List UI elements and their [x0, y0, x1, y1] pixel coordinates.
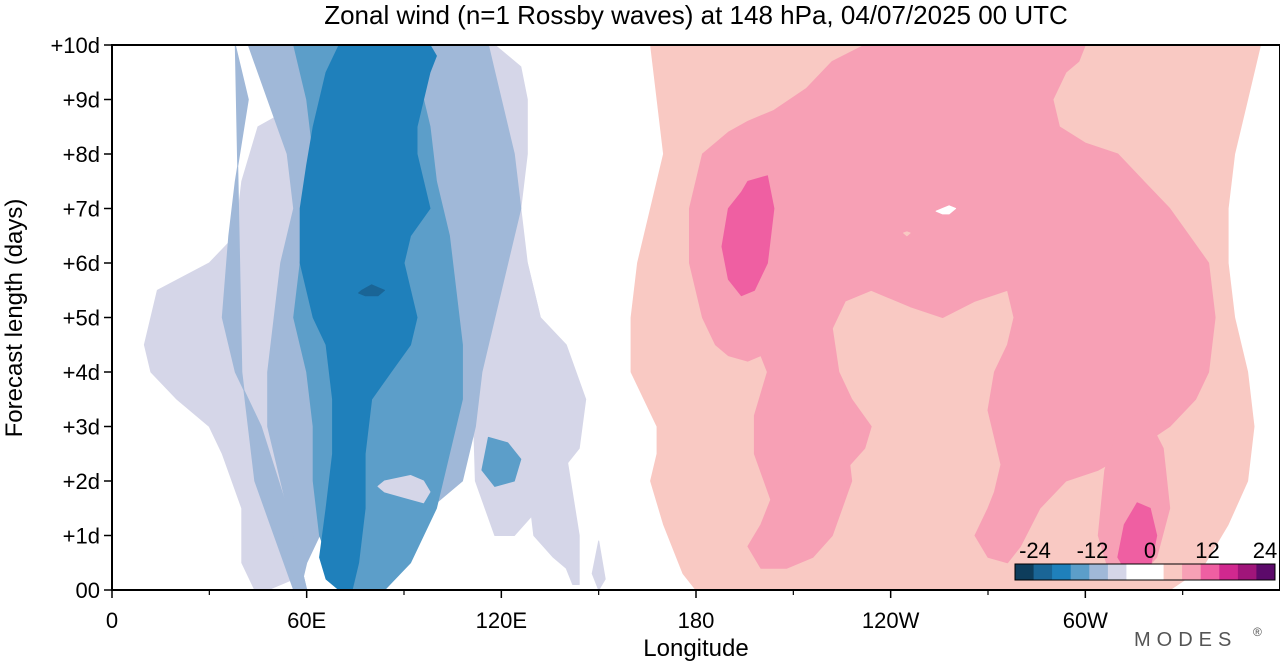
colorbar-frame	[1014, 563, 1276, 581]
colorbar-swatch	[1256, 564, 1276, 580]
chart-title: Zonal wind (n=1 Rossby waves) at 148 hPa…	[324, 0, 1068, 30]
y-tick-label: +2d	[63, 469, 100, 494]
y-tick-label: +9d	[63, 88, 100, 113]
y-tick-label: +1d	[63, 524, 100, 549]
colorbar-swatch	[1015, 564, 1035, 580]
x-tick-label: 60W	[1063, 608, 1108, 633]
colorbar-swatch	[1126, 564, 1146, 580]
contour-regions	[143, 45, 1280, 590]
colorbar-label: -24	[1019, 538, 1051, 563]
region-pos-strong	[721, 175, 775, 297]
y-tick-label: +5d	[63, 306, 100, 331]
colorbar-swatch	[1089, 564, 1109, 580]
y-tick-label: +7d	[63, 197, 100, 222]
x-tick-label: 180	[678, 608, 715, 633]
brand-logo: MODES	[1134, 629, 1237, 651]
colorbar-swatch	[1237, 564, 1257, 580]
region-neg-dark	[358, 284, 385, 297]
colorbar-swatch	[1200, 564, 1220, 580]
region-neg-core	[299, 45, 437, 590]
colorbar-label: 0	[1144, 538, 1156, 563]
region-blue-blip	[591, 540, 606, 590]
colorbar-swatch	[1052, 564, 1072, 580]
colorbar-swatch	[1145, 564, 1165, 580]
region-pos-hole-2	[903, 231, 911, 237]
colorbar-swatch	[1070, 564, 1090, 580]
colorbar-swatch	[1163, 564, 1183, 580]
y-tick-label: +6d	[63, 251, 100, 276]
x-axis-ticks: 0 60E 120E 180 120W 60W	[106, 590, 1184, 633]
y-tick-label: +4d	[63, 360, 100, 385]
region-neg-band1	[221, 45, 308, 590]
colorbar-swatch	[1219, 564, 1239, 580]
region-pos-hole-1	[935, 205, 957, 215]
y-tick-label: +8d	[63, 142, 100, 167]
region-pos-lower-blob	[747, 404, 853, 569]
brand-registered-mark: ®	[1253, 625, 1262, 639]
colorbar-label: -12	[1077, 538, 1109, 563]
colorbar: -24 -12 0 12 24	[1014, 538, 1277, 581]
y-tick-label: +3d	[63, 415, 100, 440]
y-tick-label: +10d	[50, 33, 100, 58]
x-tick-label: 0	[106, 608, 118, 633]
x-axis-label: Longitude	[643, 635, 748, 662]
x-tick-label: 120W	[862, 608, 920, 633]
colorbar-label: 12	[1195, 538, 1219, 563]
region-neg-hole-light	[377, 475, 431, 504]
colorbar-label: 24	[1253, 538, 1277, 563]
colorbar-swatch	[1107, 564, 1127, 580]
y-axis-ticks: 00 +1d +2d +3d +4d +5d +6d +7d +8d +9d +10d	[50, 33, 112, 603]
colorbar-swatch	[1033, 564, 1053, 580]
y-axis-label: Forecast length (days)	[1, 199, 28, 438]
y-tick-label: 00	[76, 578, 100, 603]
x-tick-label: 60E	[287, 608, 326, 633]
x-tick-label: 120E	[476, 608, 527, 633]
region-neg-right-blob	[481, 436, 522, 487]
colorbar-swatch	[1182, 564, 1202, 580]
